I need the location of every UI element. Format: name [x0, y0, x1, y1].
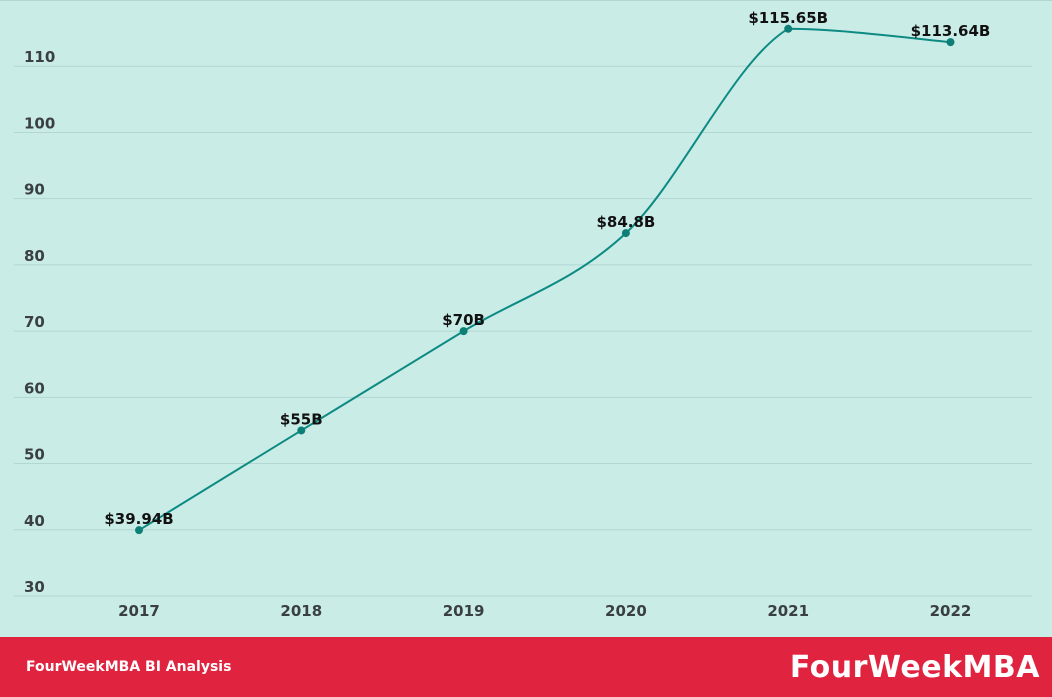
y-tick-label: 100 — [24, 114, 55, 132]
data-label: $55B — [280, 410, 323, 428]
x-tick-label: 2018 — [280, 602, 322, 620]
data-label: $113.64B — [911, 22, 991, 40]
x-tick-label: 2020 — [605, 602, 647, 620]
footer-caption: FourWeekMBA BI Analysis — [26, 659, 232, 675]
y-tick-label: 90 — [24, 181, 45, 199]
data-label: $70B — [442, 311, 485, 329]
data-label: $39.94B — [104, 510, 173, 528]
line-chart: 30 40 50 60 70 80 90 100 110 2017 2018 2019 2020 202… — [0, 0, 1052, 620]
y-tick-label: 110 — [24, 48, 55, 66]
data-point — [297, 426, 306, 435]
data-label: $115.65B — [748, 9, 828, 27]
gridlines — [0, 0, 1052, 597]
x-tick-label: 2021 — [767, 602, 809, 620]
y-tick-label: 60 — [24, 379, 45, 397]
data-point — [135, 526, 143, 535]
x-tick-label: 2019 — [443, 602, 485, 620]
series-line — [138, 27, 951, 532]
y-tick-label: 50 — [24, 446, 45, 464]
brand-logo-text: FourWeekMBA — [789, 649, 1040, 685]
data-point — [946, 38, 955, 47]
data-label: $84.8B — [596, 213, 655, 231]
x-tick-label: 2017 — [118, 602, 160, 620]
y-tick-label: 30 — [24, 578, 45, 596]
data-point — [459, 327, 468, 336]
y-tick-label: 70 — [24, 313, 45, 331]
data-point — [621, 229, 630, 238]
data-points — [135, 24, 955, 535]
y-tick-label: 40 — [24, 512, 45, 530]
y-axis-ticks: 30 40 50 60 70 80 90 100 110 — [24, 48, 55, 596]
data-labels: $39.94B $55B $70B $84.8B $115.65B $113.64B — [104, 9, 990, 528]
data-point — [784, 24, 793, 33]
x-tick-label: 2022 — [930, 602, 972, 620]
y-tick-label: 80 — [24, 247, 45, 265]
chart-area: 30 40 50 60 70 80 90 100 110 2017 2018 2019 2020 202… — [0, 0, 1052, 620]
footer-bar: FourWeekMBA BI Analysis FourWeekMBA — [0, 637, 1052, 697]
x-axis-ticks: 2017 2018 2019 2020 2021 2022 — [118, 602, 971, 620]
